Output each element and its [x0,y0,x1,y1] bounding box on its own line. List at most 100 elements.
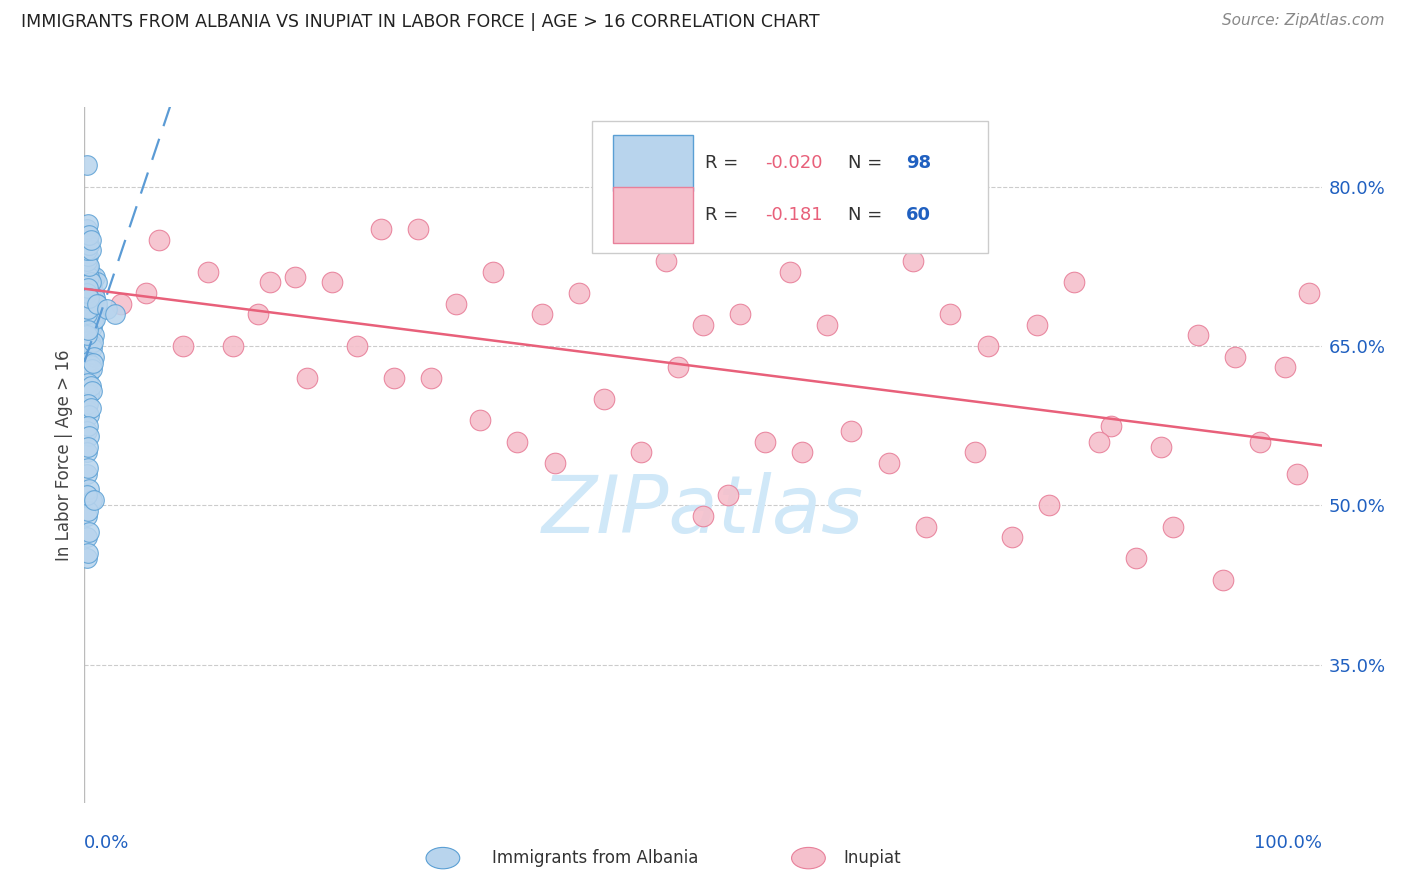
Point [79,344,101,359]
Point [605,222,627,236]
Point [1125,551,1147,566]
Point [79,244,101,258]
Text: 100.0%: 100.0% [1254,834,1322,852]
Point [79,358,101,372]
Point [79,267,101,281]
Point [346,339,368,353]
Point [965,445,987,459]
Point [79,301,101,316]
Y-axis label: In Labor Force | Age > 16: In Labor Force | Age > 16 [55,349,73,561]
Point [408,222,430,236]
Point [86,296,108,310]
Point [1249,434,1271,449]
Point [76,285,98,300]
Point [77,355,100,369]
Point [77,280,100,294]
Text: Source: ZipAtlas.com: Source: ZipAtlas.com [1222,13,1385,29]
Point [666,360,689,375]
Point [76,488,98,502]
Point [86,296,108,310]
Point [382,371,405,385]
Text: -0.020: -0.020 [765,153,823,171]
Point [877,456,900,470]
Point [76,328,98,343]
Point [77,249,100,263]
Point [76,233,98,247]
Point [779,265,801,279]
Point [79,280,101,294]
Point [77,334,100,348]
Text: R =: R = [706,206,744,224]
Point [903,254,925,268]
Text: R =: R = [706,153,744,171]
Point [79,524,101,539]
Point [717,488,740,502]
Point [79,429,101,443]
Point [79,233,101,247]
Point [83,307,105,321]
Text: ZIPatlas: ZIPatlas [541,472,865,549]
Point [481,265,503,279]
Point [104,307,127,321]
Point [939,307,962,321]
Point [80,341,103,355]
Point [76,275,98,289]
Point [148,233,170,247]
Point [76,467,98,481]
Point [83,285,105,300]
Point [76,530,98,544]
Point [841,424,863,438]
Point [1150,440,1173,454]
Text: -0.181: -0.181 [765,206,823,224]
Point [1001,530,1024,544]
Point [419,371,441,385]
Point [470,413,492,427]
Point [80,362,103,376]
Point [692,318,714,332]
Point [77,376,100,391]
Point [84,291,107,305]
Point [79,238,101,252]
Point [80,299,103,313]
Point [76,402,98,417]
Point [1063,275,1085,289]
Point [76,445,98,459]
Point [77,397,100,411]
Point [77,227,100,242]
Point [76,424,98,438]
Point [82,356,104,370]
Point [1223,350,1246,364]
Point [79,483,101,497]
Point [79,294,101,309]
Point [82,313,104,327]
Text: N =: N = [848,206,887,224]
Point [593,392,616,406]
Point [79,291,101,305]
Point [76,254,98,268]
Point [284,270,307,285]
Point [914,519,936,533]
Point [1187,328,1209,343]
Point [1038,499,1060,513]
Point [76,382,98,396]
Point [83,350,105,364]
Point [77,418,100,433]
Point [77,260,100,274]
Point [86,275,108,289]
Point [754,434,776,449]
Point [76,158,98,172]
Point [76,488,98,502]
Point [76,265,98,279]
Text: Immigrants from Albania: Immigrants from Albania [492,849,699,867]
Point [728,307,751,321]
Point [76,508,98,523]
Point [655,254,678,268]
Point [84,312,107,326]
Point [197,265,219,279]
Point [76,296,98,310]
Point [77,461,100,475]
Point [79,387,101,401]
Point [295,371,318,385]
Point [692,508,714,523]
Point [79,316,101,330]
